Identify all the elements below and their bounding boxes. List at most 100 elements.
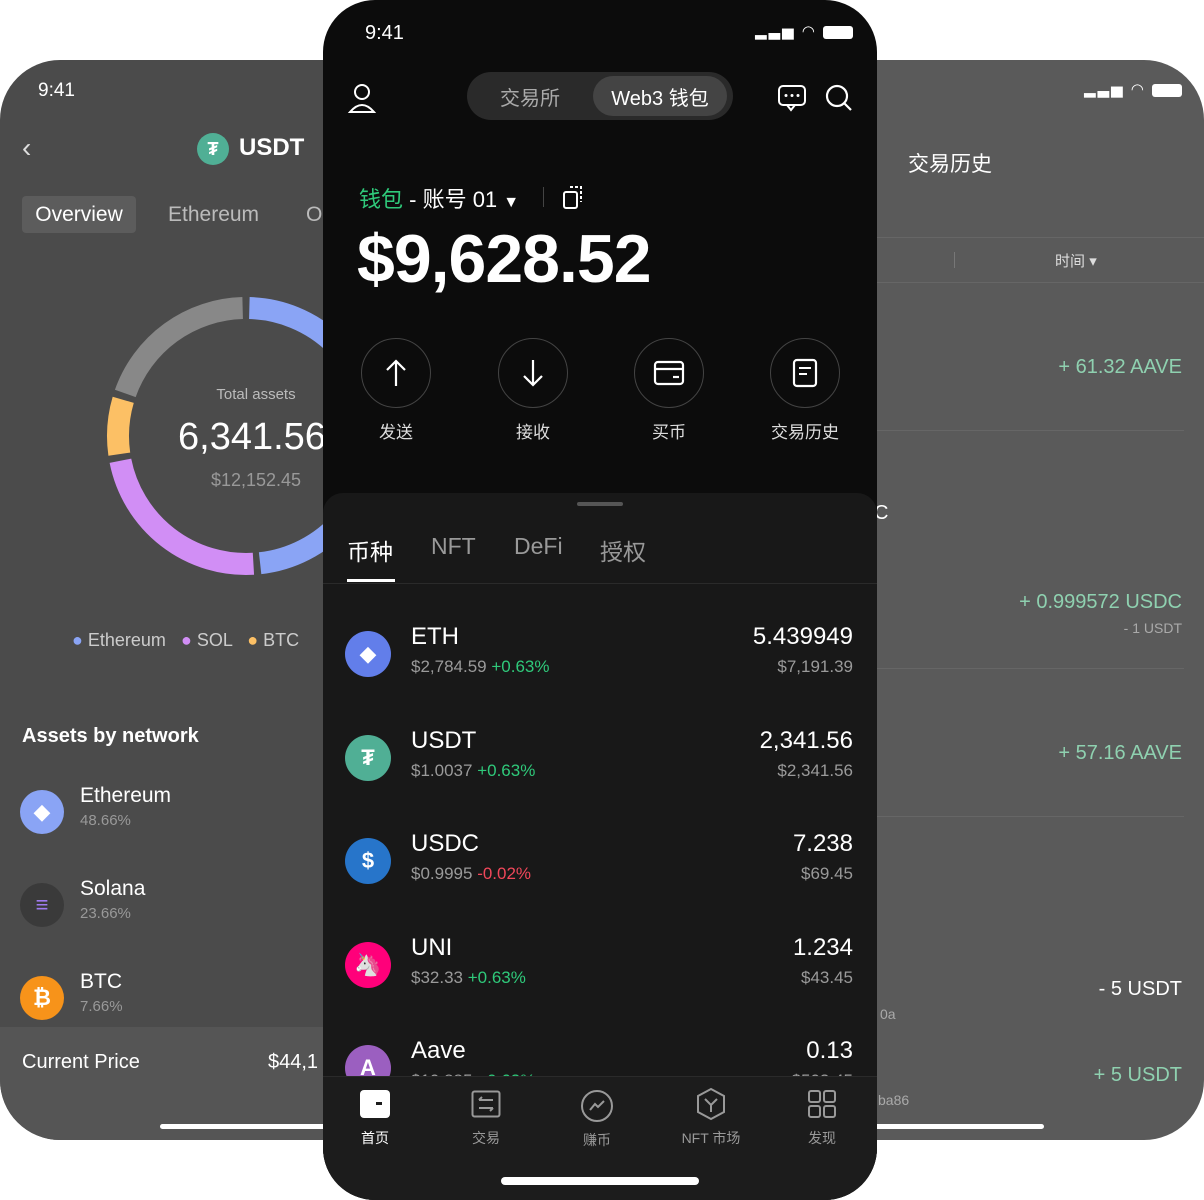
account-name: - 账号 01 [409,187,498,212]
divider [323,583,877,584]
token-change: +0.63% [467,967,526,987]
signal-icon: ▂▃▅ [754,23,796,40]
token-change: -0.02% [477,864,532,883]
history-button[interactable]: 交易历史 [755,338,855,443]
legend-dot-sol: ● [180,630,192,650]
token-price: $0.9995 [411,864,473,883]
divider [870,816,1184,817]
nav-trade[interactable]: 交易 [441,1086,531,1148]
solana-icon: ≡ [20,883,64,927]
tab-other[interactable]: O [306,203,323,226]
tab-nft[interactable]: NFT [431,533,476,559]
message-icon[interactable] [777,84,807,112]
segment-exchange[interactable]: 交易所 [500,87,560,110]
current-price-bar: Current Price $44,1 [0,1027,380,1140]
caret-down-icon: ▾ [1089,253,1097,270]
nav-discover[interactable]: 发现 [777,1086,867,1148]
token-value: $43.45 [801,967,853,987]
current-price-label: Current Price [22,1051,140,1073]
token-amount: 2,341.56 [759,726,853,754]
tx-amount: + 57.16 AAVE [1058,742,1182,764]
token-price: $32.33 [411,967,463,987]
chart-legend: ● Ethereum ● SOL ● BTC [72,630,299,651]
sheet-handle[interactable] [577,502,623,506]
nav-earn[interactable]: 赚币 [552,1088,642,1150]
battery-icon [1152,83,1182,97]
receive-label: 接收 [516,423,550,442]
history-label: 交易历史 [771,423,839,442]
token-row-usdc[interactable]: $ USDC $0.9995 -0.02% 7.238 $69.45 [345,830,853,900]
token-row-usdt[interactable]: ₮ USDT $1.0037 +0.63% 2,341.56 $2,341.56 [345,727,853,797]
card-icon [653,360,685,386]
network-percent: 7.66% [80,998,123,1015]
token-symbol: USDC [411,830,480,857]
donut-fiat: $12,152.45 [210,470,302,490]
tx-address: ba86 [878,1092,910,1108]
profile-icon[interactable] [347,82,377,114]
token-symbol: ETH [411,623,459,650]
nav-label: 发现 [808,1130,836,1146]
copy-address-icon[interactable] [561,184,585,210]
arrow-up-icon [386,359,406,386]
usdc-icon: $ [345,838,391,884]
nav-label: 交易 [472,1130,500,1146]
ethereum-icon: ◆ [20,790,64,834]
status-icons: ▂▃▅ ◠ [755,22,853,40]
history-title: 交易历史 [908,153,992,176]
time-filter-dropdown[interactable]: 时间 ▾ [1055,250,1097,271]
tab-overview[interactable]: Overview [22,196,136,233]
mode-segment-control: 交易所 Web3 钱包 [467,72,733,120]
document-icon [792,358,818,388]
tab-approvals[interactable]: 授权 [600,539,646,565]
buy-button[interactable]: 买币 [619,338,719,443]
status-icons: ▂▃▅ ◠ [1084,80,1182,98]
network-percent: 48.66% [80,812,131,829]
segment-web3-wallet[interactable]: Web3 钱包 [593,76,727,116]
center-phone-wallet-screen: 9:41 ▂▃▅ ◠ 交易所 Web3 钱包 钱包 - 账号 01 ▼ $9,6… [323,0,877,1200]
bitcoin-icon: ₿ [20,976,64,1020]
tab-ethereum[interactable]: Ethereum [168,203,260,226]
tx-amount: - 5 USDT [1098,978,1182,1000]
back-icon[interactable]: ‹ [22,132,32,163]
usdt-logo-icon: ₮ [197,133,229,165]
nav-home[interactable]: 首页 [330,1086,420,1148]
account-selector[interactable]: 钱包 - 账号 01 ▼ [359,182,519,214]
divider [870,430,1184,431]
home-indicator [870,1124,1044,1129]
token-row-uni[interactable]: 🦄 UNI $32.33 +0.63% 1.234 $43.45 [345,934,853,1004]
arrow-down-icon [523,360,543,387]
home-indicator [501,1177,699,1185]
swap-icon [471,1090,501,1118]
nav-label: 赚币 [583,1132,611,1148]
token-row-eth[interactable]: ◆ ETH $2,784.59 +0.63% 5.439949 $7,191.3… [345,623,853,693]
tab-defi[interactable]: DeFi [514,533,563,559]
send-button[interactable]: 发送 [346,338,446,443]
divider [830,282,1204,283]
home-indicator [160,1124,360,1129]
uni-icon: 🦄 [345,941,391,988]
donut-label: Total assets [216,386,296,403]
token-price-line: $32.33 +0.63% [411,968,526,988]
search-icon[interactable] [825,84,853,112]
legend-ethereum: Ethereum [87,630,166,650]
token-amount: 5.439949 [752,623,853,650]
donut-total: 6,341.56 [178,416,326,458]
total-balance: $9,628.52 [357,221,652,297]
tx-amount: + 0.999572 USDC [1019,591,1182,613]
tx-amount: + 5 USDT [1093,1064,1182,1086]
wallet-label: 钱包 [359,187,404,212]
token-change: +0.63% [477,760,536,780]
home-icon [360,1090,390,1118]
receive-button[interactable]: 接收 [483,338,583,443]
nav-label: NFT 市场 [681,1130,741,1146]
earn-trend-icon [581,1090,613,1122]
grid-icon [808,1090,836,1118]
tab-tokens[interactable]: 币种 [347,539,393,565]
token-price-line: $1.0037 +0.63% [411,761,535,781]
divider [954,252,955,268]
nav-nft-market[interactable]: NFT 市场 [663,1086,759,1148]
token-amount: 7.238 [792,830,853,857]
divider [830,237,1204,238]
section-title: Assets by network [22,725,199,747]
battery-icon [823,25,853,39]
